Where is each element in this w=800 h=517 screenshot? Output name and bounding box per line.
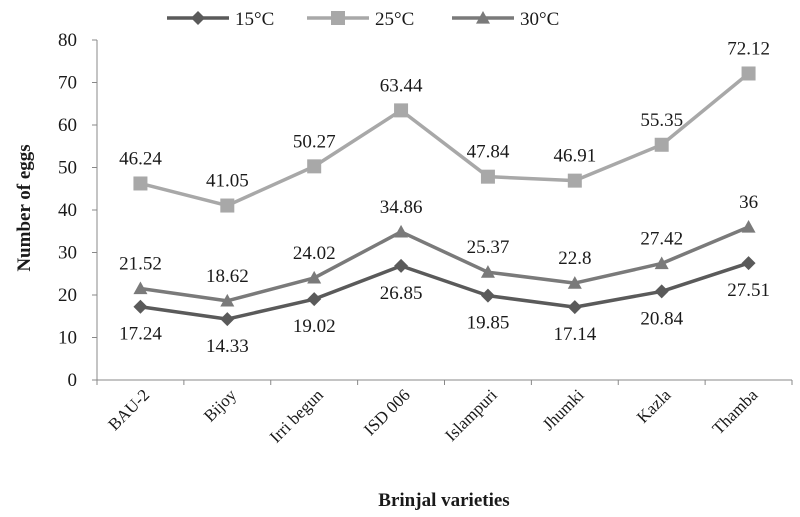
data-point-15-c [307,292,322,307]
data-label-15-c: 14.33 [206,336,249,357]
data-point-15-c [654,284,669,299]
data-label-25-c: 46.24 [119,148,162,169]
data-label-15-c: 19.02 [293,316,336,337]
data-label-30-c: 22.8 [558,248,591,269]
y-tick-label: 60 [58,115,77,136]
legend-label: 30°C [520,9,559,30]
y-axis-title: Number of eggs [14,144,35,271]
y-tick-label: 80 [58,30,77,51]
data-point-25-c [567,173,582,188]
data-label-30-c: 34.86 [380,197,423,218]
data-point-15-c [567,300,582,315]
x-axis-title: Brinjal varieties [378,490,509,511]
series-15-c [133,256,756,327]
legend-marker [331,11,345,25]
data-point-15-c [133,299,148,314]
data-label-30-c: 36 [739,192,758,213]
legend-item-25-c: 25°C [307,9,414,30]
y-tick-label: 50 [58,158,77,179]
legend-marker [191,11,205,25]
data-label-15-c: 17.24 [119,324,162,345]
x-tick-label-jhumki: Jhumki [539,385,588,434]
data-point-25-c [480,169,495,184]
data-point-30-c [307,270,322,284]
data-point-15-c [480,288,495,303]
y-tick-label: 70 [58,73,77,94]
x-tick-label-islampuri: Islampuri [441,385,501,445]
x-tick-label-kazla: Kazla [633,385,675,427]
x-tick-label-isd-006: ISD 006 [360,385,414,439]
data-label-25-c: 41.05 [206,171,249,192]
legend-item-15-c: 15°C [167,9,274,30]
legend-item-30-c: 30°C [452,9,559,30]
data-point-30-c [220,293,235,307]
series-line-30-c [140,225,750,303]
data-point-15-c [220,312,235,327]
data-point-30-c [394,224,409,238]
x-tick-label-bau-2: BAU-2 [104,385,153,434]
data-point-25-c [133,176,148,191]
data-label-30-c: 21.52 [119,254,162,275]
series-line-25-c [140,72,750,208]
legend: 15°C 25°C 30°C [167,9,559,30]
data-label-25-c: 72.12 [727,38,770,59]
data-point-30-c [654,256,669,270]
data-label-25-c: 63.44 [380,75,423,96]
series-25-c [133,66,756,213]
data-label-25-c: 50.27 [293,131,336,152]
y-tick-label: 10 [58,328,77,349]
data-point-30-c [133,281,148,295]
data-label-15-c: 17.14 [553,324,596,345]
data-label-15-c: 20.84 [640,308,683,329]
y-tick-label: 30 [58,243,77,264]
data-label-15-c: 19.85 [467,313,510,334]
data-label-30-c: 24.02 [293,243,336,264]
legend-label: 15°C [235,9,274,30]
data-label-25-c: 46.91 [553,146,596,167]
data-label-25-c: 55.35 [640,110,683,131]
data-label-30-c: 25.37 [467,237,510,258]
legend-marker [476,11,490,24]
data-point-15-c [741,256,756,271]
data-label-30-c: 27.42 [640,228,683,249]
series-layer [133,66,756,327]
y-tick-label: 40 [58,200,77,221]
x-tick-label-thamba: Thamba [709,385,762,438]
data-point-30-c [480,265,495,278]
y-tick-label: 0 [68,370,78,391]
data-label-25-c: 47.84 [467,142,510,163]
x-tick-label-irri-begun: Irri begun [266,385,328,447]
y-tick-label: 20 [58,285,77,306]
data-label-30-c: 18.62 [206,266,249,287]
data-point-25-c [220,198,235,213]
data-point-30-c [567,276,582,289]
data-point-25-c [394,103,409,118]
series-line-15-c [140,261,750,321]
data-label-15-c: 26.85 [380,283,423,304]
series-30-c [133,220,756,307]
legend-label: 25°C [375,9,414,30]
data-point-25-c [741,66,756,81]
x-tick-label-bijoy: Bijoy [200,385,241,426]
data-point-30-c [741,220,756,233]
data-label-15-c: 27.51 [727,280,770,301]
data-point-25-c [654,137,669,152]
data-point-25-c [307,159,322,174]
data-labels: 17.24 14.33 19.02 26.85 19.85 17.14 20.84 27.51… [119,38,770,357]
data-point-15-c [394,258,409,273]
